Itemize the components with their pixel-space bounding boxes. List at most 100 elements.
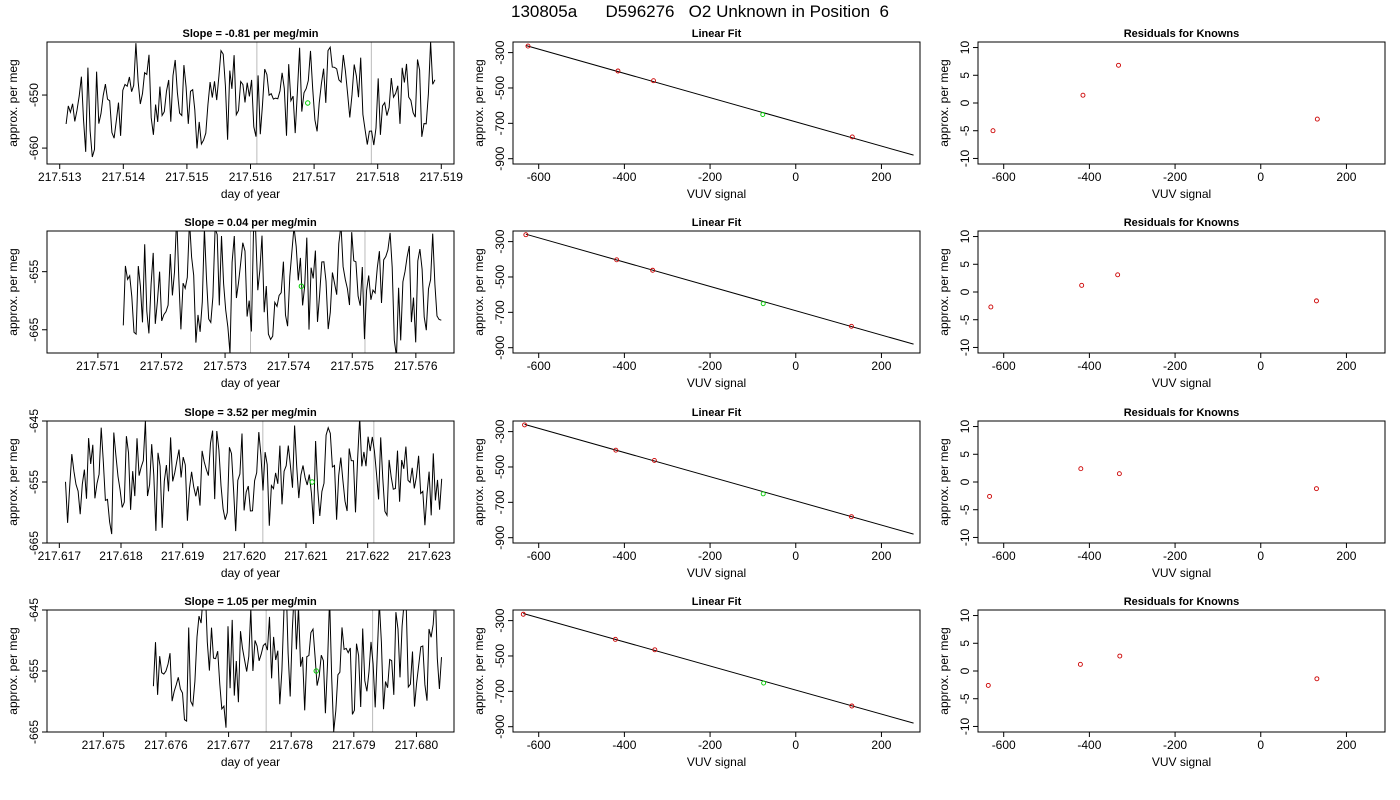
x-tick-label: 200 xyxy=(1336,170,1356,184)
x-tick-label: 217.518 xyxy=(356,170,400,184)
chart-title: Residuals for Knowns xyxy=(1124,407,1240,419)
plot-area xyxy=(988,272,1319,310)
y-tick-label: 5 xyxy=(958,451,972,458)
x-tick-label: -600 xyxy=(992,738,1016,752)
y-axis-label: approx. per meg xyxy=(6,59,20,146)
plot-area xyxy=(522,422,914,535)
plot-area xyxy=(65,421,443,543)
chart-title: Residuals for Knowns xyxy=(1124,217,1240,229)
x-tick-label: 217.621 xyxy=(284,549,328,563)
chart-panel-6: Residuals for Knowns VUV signal approx. pe… xyxy=(937,217,1386,390)
chart-panel-7: Slope = 3.52 per meg/min day of year appro… xyxy=(6,407,455,580)
y-tick-label: -645 xyxy=(27,598,41,622)
y-tick-label: -500 xyxy=(493,76,507,100)
plot-frame xyxy=(512,41,921,165)
plot-area xyxy=(65,42,436,164)
known-point xyxy=(849,703,855,709)
y-tick-label: -900 xyxy=(493,146,507,170)
y-tick-label: 10 xyxy=(958,609,972,623)
residual-point xyxy=(988,304,994,310)
x-axis-label: VUV signal xyxy=(687,566,746,580)
y-tick-label: 5 xyxy=(958,72,972,79)
known-point xyxy=(651,78,656,84)
chart-panel-5: Linear Fit VUV signal approx. per meg -600 -… xyxy=(472,217,921,390)
x-axis-label: day of year xyxy=(221,376,280,390)
x-tick-label: 217.516 xyxy=(229,170,273,184)
y-tick-label: 0 xyxy=(958,478,972,485)
y-tick-label: -500 xyxy=(493,455,507,479)
x-tick-label: -200 xyxy=(1163,549,1187,563)
unknown-point xyxy=(760,491,766,497)
y-tick-label: -665 xyxy=(27,720,41,744)
plot-area xyxy=(122,231,442,353)
plot-frame xyxy=(46,420,455,544)
x-tick-label: 217.575 xyxy=(331,359,375,373)
plot-area xyxy=(520,611,914,724)
x-tick-label: 0 xyxy=(792,359,799,373)
x-axis-label: VUV signal xyxy=(1152,566,1211,580)
x-tick-label: 200 xyxy=(1336,738,1356,752)
x-axis-label: day of year xyxy=(221,755,280,769)
residual-point xyxy=(990,128,996,134)
fit-line xyxy=(525,45,914,156)
plot-area xyxy=(152,610,442,732)
known-point xyxy=(614,257,620,263)
plot-frame xyxy=(46,609,455,733)
y-tick-label: 0 xyxy=(958,288,972,295)
x-tick-label: -600 xyxy=(992,170,1016,184)
plot-area xyxy=(990,62,1320,134)
x-tick-label: 200 xyxy=(871,170,891,184)
y-tick-label: -10 xyxy=(958,338,972,356)
residual-point xyxy=(1079,282,1085,288)
y-tick-label: 0 xyxy=(958,99,972,106)
fit-line xyxy=(524,423,914,535)
x-tick-label: 217.622 xyxy=(346,549,390,563)
y-axis-label: approx. per meg xyxy=(937,59,951,146)
signal-trace xyxy=(122,231,442,353)
y-tick-label: -900 xyxy=(493,525,507,549)
x-tick-label: 217.571 xyxy=(76,359,120,373)
fit-line xyxy=(523,613,914,724)
y-axis-label: approx. per meg xyxy=(6,248,20,335)
x-tick-label: -400 xyxy=(1077,359,1101,373)
x-tick-label: -400 xyxy=(612,738,636,752)
plot-frame xyxy=(512,609,921,733)
x-tick-label: -200 xyxy=(1163,359,1187,373)
x-tick-label: 217.620 xyxy=(223,549,267,563)
x-tick-label: -200 xyxy=(698,170,722,184)
plot-area xyxy=(525,43,914,156)
x-tick-label: 0 xyxy=(792,549,799,563)
y-axis-label: approx. per meg xyxy=(472,248,486,335)
residual-point xyxy=(1314,298,1319,304)
known-point xyxy=(525,43,531,49)
y-tick-label: -500 xyxy=(493,644,507,668)
x-tick-label: 200 xyxy=(871,738,891,752)
y-tick-label: -300 xyxy=(493,608,507,632)
y-tick-label: -5 xyxy=(958,504,972,515)
y-axis-label: approx. per meg xyxy=(6,438,20,525)
x-tick-label: -600 xyxy=(527,170,551,184)
x-tick-label: -400 xyxy=(612,359,636,373)
x-axis-label: VUV signal xyxy=(687,376,746,390)
y-tick-label: -300 xyxy=(493,229,507,253)
y-tick-label: -700 xyxy=(493,300,507,324)
unknown-marker xyxy=(313,668,319,674)
x-tick-label: -200 xyxy=(698,359,722,373)
residual-point xyxy=(985,682,991,688)
x-tick-label: -400 xyxy=(1077,738,1101,752)
x-tick-label: 200 xyxy=(871,359,891,373)
y-tick-label: -5 xyxy=(958,125,972,136)
y-tick-label: 5 xyxy=(958,640,972,647)
y-axis-label: approx. per meg xyxy=(472,438,486,525)
x-tick-label: 0 xyxy=(1257,359,1264,373)
known-point xyxy=(613,447,619,453)
residual-point xyxy=(1117,653,1123,659)
x-tick-label: 0 xyxy=(792,170,799,184)
chart-panel-8: Linear Fit VUV signal approx. per meg -600 -… xyxy=(472,407,921,580)
x-tick-label: -200 xyxy=(698,738,722,752)
fit-line xyxy=(525,233,914,345)
x-axis-label: VUV signal xyxy=(1152,755,1211,769)
x-axis-label: day of year xyxy=(221,566,280,580)
y-tick-label: -650 xyxy=(27,83,41,107)
x-tick-label: -400 xyxy=(612,549,636,563)
